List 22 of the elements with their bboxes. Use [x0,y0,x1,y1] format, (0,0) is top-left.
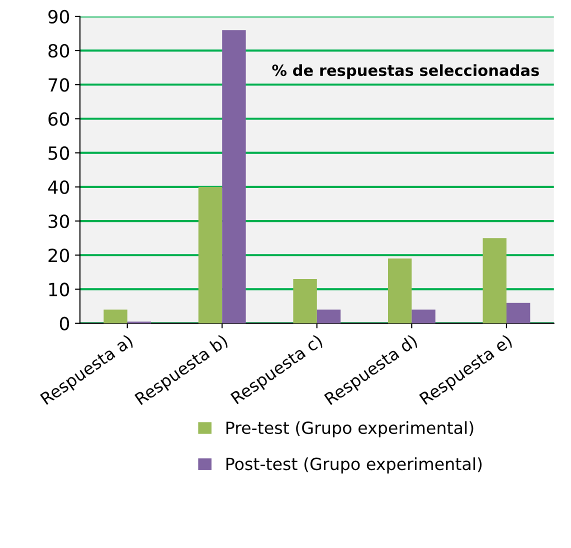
bar [198,186,222,324]
y-tick-label: 90 [48,10,70,24]
bar [104,310,128,324]
text: % de respuestas seleccionadas [272,64,539,80]
legend-label: Pre-test (Grupo experimental) [226,421,474,438]
y-tick-label: 20 [48,248,70,262]
y-tick-label: 80 [48,44,70,58]
bar [482,238,506,324]
bar [388,258,412,324]
y-tick-label: 10 [49,282,70,296]
y-tick-label: 60 [48,112,70,126]
bar [222,30,246,324]
bar [293,278,317,324]
y-tick-label: 50 [48,146,70,160]
bar [506,302,530,324]
y-tick-label: 40 [48,180,70,194]
bar [412,310,436,324]
y-tick-label: 0 [60,316,70,330]
legend-label: Post-test (Grupo experimental) [226,457,482,474]
bar [316,310,341,324]
y-tick-label: 70 [48,78,70,92]
y-tick-label: 30 [48,214,70,228]
